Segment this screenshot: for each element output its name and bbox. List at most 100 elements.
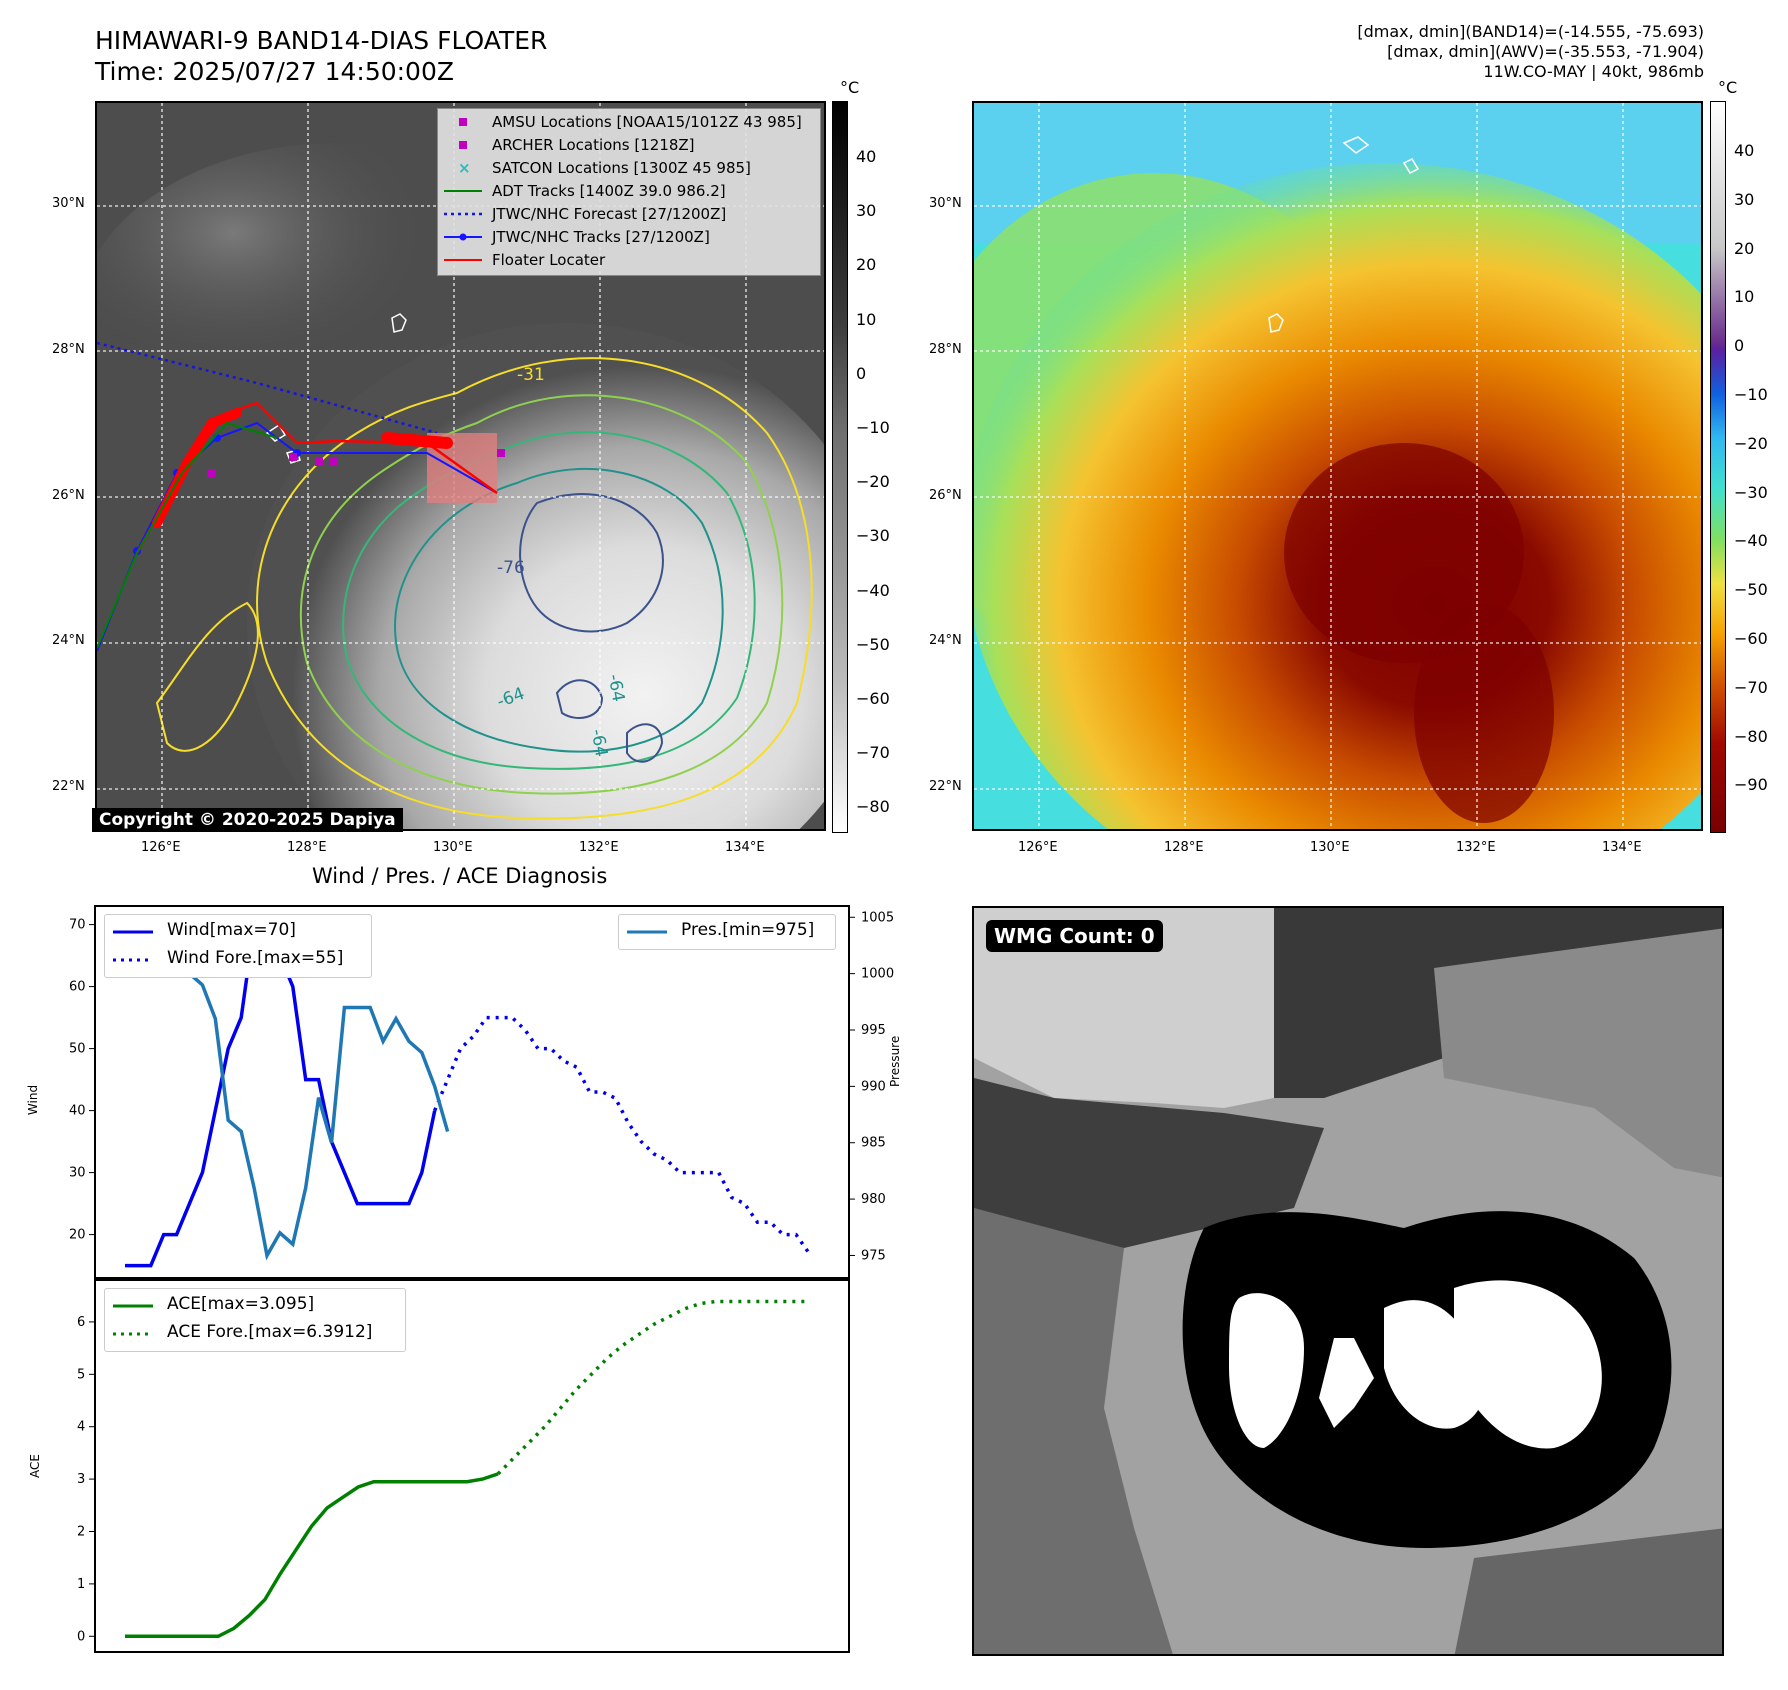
colorbar-tick-label: 40 bbox=[856, 147, 877, 166]
y2-tick-label: 990 bbox=[861, 1079, 886, 1094]
legend-symbols: × bbox=[444, 118, 482, 261]
colorbar-tick-label: −50 bbox=[1734, 580, 1768, 600]
lat-label: 26°N bbox=[929, 488, 962, 503]
copyright-badge: Copyright © 2020-2025 Dapiya bbox=[92, 808, 403, 832]
lat-label: 26°N bbox=[52, 488, 85, 503]
colorbar-unit: °C bbox=[1718, 78, 1738, 97]
svg-text:×: × bbox=[458, 159, 471, 177]
y-tick-label: 50 bbox=[69, 1042, 86, 1057]
map-legend: × AMSU Locations [NOAA15/1012Z 43 985] A… bbox=[437, 108, 821, 276]
legend-amsu: AMSU Locations [NOAA15/1012Z 43 985] bbox=[492, 113, 802, 131]
lon-label: 134°E bbox=[725, 840, 765, 855]
y-axis-label-pressure: Pressure bbox=[888, 1036, 902, 1087]
contour-label: -76 bbox=[497, 558, 525, 578]
y2-tick-label: 975 bbox=[861, 1248, 886, 1263]
lat-label: 28°N bbox=[52, 342, 85, 357]
colorbar-tick-label: −30 bbox=[1734, 482, 1768, 502]
series-line bbox=[125, 1472, 499, 1639]
colorbar-tick-label: −20 bbox=[856, 472, 890, 492]
colorbar-tick-label: 20 bbox=[1734, 238, 1755, 258]
colorbar-tick-label: −20 bbox=[1734, 433, 1768, 453]
legend-jtwc-forecast: JTWC/NHC Forecast [27/1200Z] bbox=[492, 205, 727, 223]
legend-ace: ACE[max=3.095] bbox=[167, 1294, 315, 1314]
colorbar-tick-label: −80 bbox=[1734, 726, 1768, 746]
info-block: [dmax, dmin](BAND14)=(-14.555, -75.693) … bbox=[1357, 22, 1704, 82]
y-tick-label: 3 bbox=[77, 1472, 85, 1487]
lat-label: 24°N bbox=[52, 633, 85, 648]
series-line bbox=[496, 1299, 809, 1476]
gray-colorbar bbox=[832, 101, 848, 833]
lat-label: 30°N bbox=[929, 196, 962, 211]
figure-title: HIMAWARI-9 BAND14-DIAS FLOATER bbox=[95, 26, 548, 55]
colorbar-tick-label: −60 bbox=[856, 689, 890, 708]
legend-wind: Wind[max=70] bbox=[167, 920, 296, 940]
y2-tick-label: 1005 bbox=[861, 910, 894, 925]
colorbar-tick-label: −90 bbox=[1734, 775, 1768, 795]
legend-satcon: SATCON Locations [1300Z 45 985] bbox=[492, 159, 751, 177]
colorbar-tick-label: 10 bbox=[1734, 287, 1755, 307]
lon-label: 130°E bbox=[1310, 840, 1350, 855]
legend-floater: Floater Locater bbox=[492, 251, 606, 269]
info-awv: [dmax, dmin](AWV)=(-35.553, -71.904) bbox=[1387, 42, 1704, 61]
colorbar-tick-label: 20 bbox=[856, 255, 877, 275]
colorbar-tick-label: −70 bbox=[856, 743, 890, 763]
y-tick-label: 6 bbox=[77, 1315, 85, 1330]
pressure-legend-symbol bbox=[627, 930, 667, 934]
info-band14: [dmax, dmin](BAND14)=(-14.555, -75.693) bbox=[1357, 22, 1704, 41]
lat-label: 24°N bbox=[929, 633, 962, 648]
lon-label: 132°E bbox=[1456, 840, 1496, 855]
y-tick-label: 60 bbox=[69, 980, 86, 995]
y2-tick-label: 1000 bbox=[861, 967, 894, 982]
lon-label: 128°E bbox=[287, 840, 327, 855]
lat-label: 22°N bbox=[929, 779, 962, 794]
series-line bbox=[433, 1015, 811, 1255]
contour-label: -31 bbox=[517, 365, 545, 385]
wmg-count-badge: WMG Count: 0 bbox=[986, 920, 1163, 952]
colorbar-tick-label: −10 bbox=[856, 418, 890, 437]
colorbar-tick-label: −40 bbox=[1734, 531, 1768, 551]
y2-tick-label: 985 bbox=[861, 1136, 886, 1151]
colorbar-tick-label: 30 bbox=[1734, 189, 1755, 209]
ir-color-map bbox=[972, 101, 1703, 831]
colorbar-unit: °C bbox=[840, 78, 860, 97]
color-colorbar bbox=[1710, 101, 1726, 833]
y2-tick-label: 995 bbox=[861, 1023, 886, 1038]
lon-label: 132°E bbox=[579, 840, 619, 855]
y-tick-label: 4 bbox=[77, 1420, 85, 1435]
ace-label-text: ACE bbox=[28, 1454, 42, 1478]
legend-pres: Pres.[min=975] bbox=[681, 920, 815, 940]
wind-legend: Wind[max=70] Wind Fore.[max=55] bbox=[104, 914, 372, 978]
pressure-label-text: Pressure bbox=[888, 1035, 902, 1087]
lon-label: 128°E bbox=[1164, 840, 1204, 855]
pressure-legend: Pres.[min=975] bbox=[618, 914, 836, 950]
ace-legend: ACE[max=3.095] ACE Fore.[max=6.3912] bbox=[104, 1288, 406, 1352]
legend-archer: ARCHER Locations [1218Z] bbox=[492, 136, 695, 154]
legend-jtwc-tracks: JTWC/NHC Tracks [27/1200Z] bbox=[492, 228, 710, 246]
colorbar-tick-label: 40 bbox=[1734, 141, 1755, 160]
y-tick-label: 30 bbox=[69, 1166, 86, 1181]
y-axis-label-wind: Wind bbox=[26, 1084, 41, 1116]
wmg-image bbox=[974, 908, 1722, 1654]
colorbar-tick-label: −70 bbox=[1734, 677, 1768, 697]
y-tick-label: 2 bbox=[77, 1524, 85, 1539]
colorbar-tick-label: −60 bbox=[1734, 629, 1768, 648]
colorbar-tick-label: 10 bbox=[856, 309, 877, 329]
ir-color-image bbox=[974, 103, 1701, 829]
y-tick-label: 20 bbox=[69, 1228, 86, 1243]
diagnosis-title: Wind / Pres. / ACE Diagnosis bbox=[312, 864, 608, 888]
lat-label: 28°N bbox=[929, 342, 962, 357]
info-storm: 11W.CO-MAY | 40kt, 986mb bbox=[1483, 62, 1704, 81]
colorbar-tick-label: −80 bbox=[856, 797, 890, 817]
y-tick-label: 0 bbox=[77, 1629, 85, 1644]
y-tick-label: 5 bbox=[77, 1367, 85, 1382]
legend-adt: ADT Tracks [1400Z 39.0 986.2] bbox=[492, 182, 726, 200]
legend-ace-fore: ACE Fore.[max=6.3912] bbox=[167, 1322, 373, 1342]
legend-wind-fore: Wind Fore.[max=55] bbox=[167, 948, 344, 968]
y-axis-label-ace: ACE bbox=[28, 1454, 42, 1478]
colorbar-tick-label: −10 bbox=[1734, 385, 1768, 404]
wind-legend-symbols bbox=[113, 930, 153, 962]
colorbar-tick-label: 0 bbox=[1734, 336, 1745, 356]
colorbar-tick-label: −30 bbox=[856, 526, 890, 546]
lon-label: 130°E bbox=[433, 840, 473, 855]
colorbar-tick-label: −40 bbox=[856, 580, 890, 600]
